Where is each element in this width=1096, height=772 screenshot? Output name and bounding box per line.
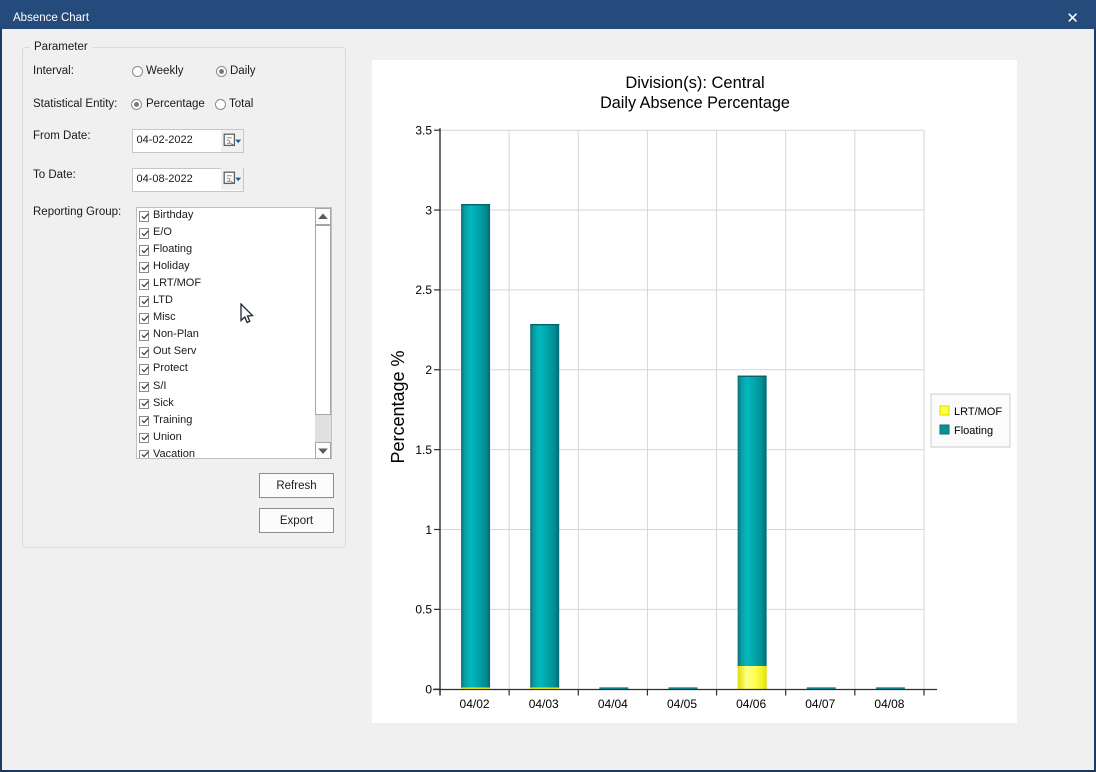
svg-text:3.5: 3.5 (415, 124, 432, 138)
svg-text:3: 3 (425, 203, 432, 217)
svg-text:04/06: 04/06 (736, 697, 766, 711)
svg-text:04/03: 04/03 (529, 697, 559, 711)
svg-text:LRT/MOF: LRT/MOF (954, 406, 1002, 418)
svg-text:Floating: Floating (954, 425, 993, 437)
svg-text:2.5: 2.5 (415, 283, 432, 297)
svg-text:1.5: 1.5 (415, 443, 432, 457)
svg-text:0.5: 0.5 (415, 603, 432, 617)
svg-text:04/08: 04/08 (874, 697, 904, 711)
svg-text:Percentage %: Percentage % (388, 350, 408, 463)
svg-text:2: 2 (425, 363, 432, 377)
svg-text:04/07: 04/07 (805, 697, 835, 711)
svg-text:Daily Absence Percentage: Daily Absence Percentage (600, 94, 790, 112)
svg-text:04/02: 04/02 (460, 697, 490, 711)
svg-text:04/05: 04/05 (667, 697, 697, 711)
svg-text:04/04: 04/04 (598, 697, 628, 711)
svg-text:0: 0 (425, 683, 432, 697)
svg-text:1: 1 (425, 523, 432, 537)
svg-text:Division(s): Central: Division(s): Central (625, 74, 764, 92)
